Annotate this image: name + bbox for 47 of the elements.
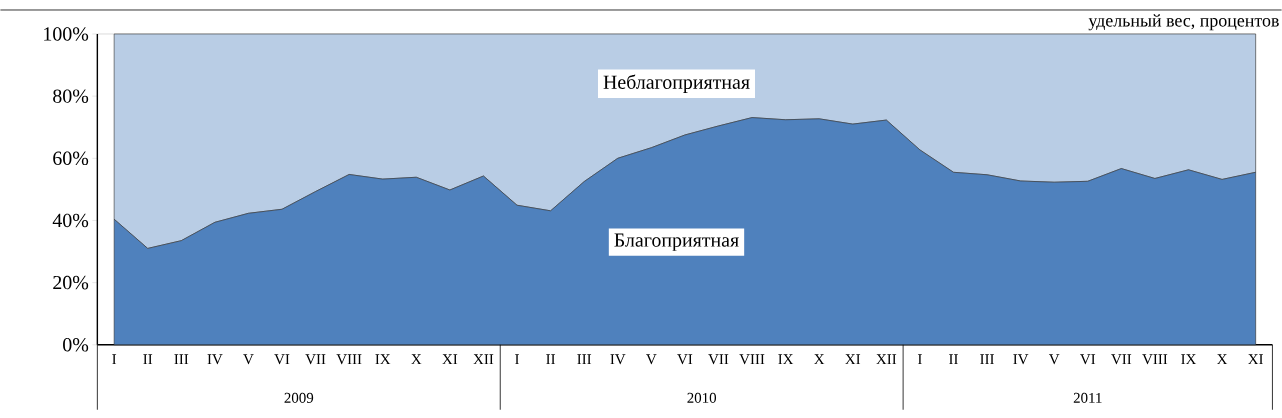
series-label: Неблагоприятная (603, 74, 750, 94)
x-tick-label: II (546, 354, 556, 365)
y-tick-label: 80% (53, 89, 89, 104)
x-tick-label: III (174, 354, 189, 365)
y-tick-label: 0% (63, 338, 89, 352)
x-tick-label: VIII (336, 354, 362, 365)
x-tick-label: VII (1111, 354, 1132, 365)
text: 2009 (284, 392, 314, 404)
x-tick-label: I (515, 354, 519, 365)
y-tick-label: 20% (53, 275, 89, 290)
x-tick-label: IX (1181, 354, 1197, 365)
x-tick-label: VII (708, 354, 729, 365)
x-tick-label: X (814, 354, 825, 365)
y-tick-label: 100% (44, 27, 89, 41)
x-tick-label: X (1217, 354, 1228, 365)
y-tick-label: 40% (52, 213, 89, 228)
x-tick-label: X (411, 354, 422, 365)
x-tick-label: XII (876, 354, 897, 365)
x-tick-label: XII (473, 354, 494, 365)
x-tick-label: II (143, 354, 153, 365)
x-tick-label: V (243, 354, 254, 365)
x-tick-label: IX (778, 354, 794, 365)
x-tick-label: III (577, 354, 592, 365)
x-tick-label: IV (610, 354, 626, 365)
x-tick-label: IX (375, 354, 391, 365)
y-tick-label: 60% (53, 151, 89, 166)
x-tick-label: V (646, 354, 657, 365)
x-tick-label: VI (677, 354, 693, 365)
x-tick-label: IV (207, 354, 223, 365)
x-tick-label: VI (1080, 354, 1096, 365)
x-tick-label: VI (274, 354, 290, 365)
x-tick-label: XI (845, 354, 861, 365)
x-tick-label: I (917, 354, 922, 365)
x-tick-label: IV (1013, 354, 1029, 365)
text: удельный вес, процентов (1088, 14, 1279, 31)
x-tick-label: V (1048, 354, 1060, 365)
x-tick-label: XI (1248, 354, 1263, 365)
text: 2011 (1073, 392, 1102, 404)
x-tick-label: VIII (739, 354, 765, 365)
x-tick-label: VII (305, 354, 326, 365)
text: 2010 (687, 392, 717, 404)
series-label: Благоприятная (614, 233, 739, 251)
x-tick-label: I (112, 354, 117, 365)
x-tick-label: III (980, 354, 994, 365)
x-tick-label: II (949, 354, 958, 365)
x-tick-label: XI (442, 354, 458, 365)
x-tick-label: VIII (1142, 354, 1168, 365)
